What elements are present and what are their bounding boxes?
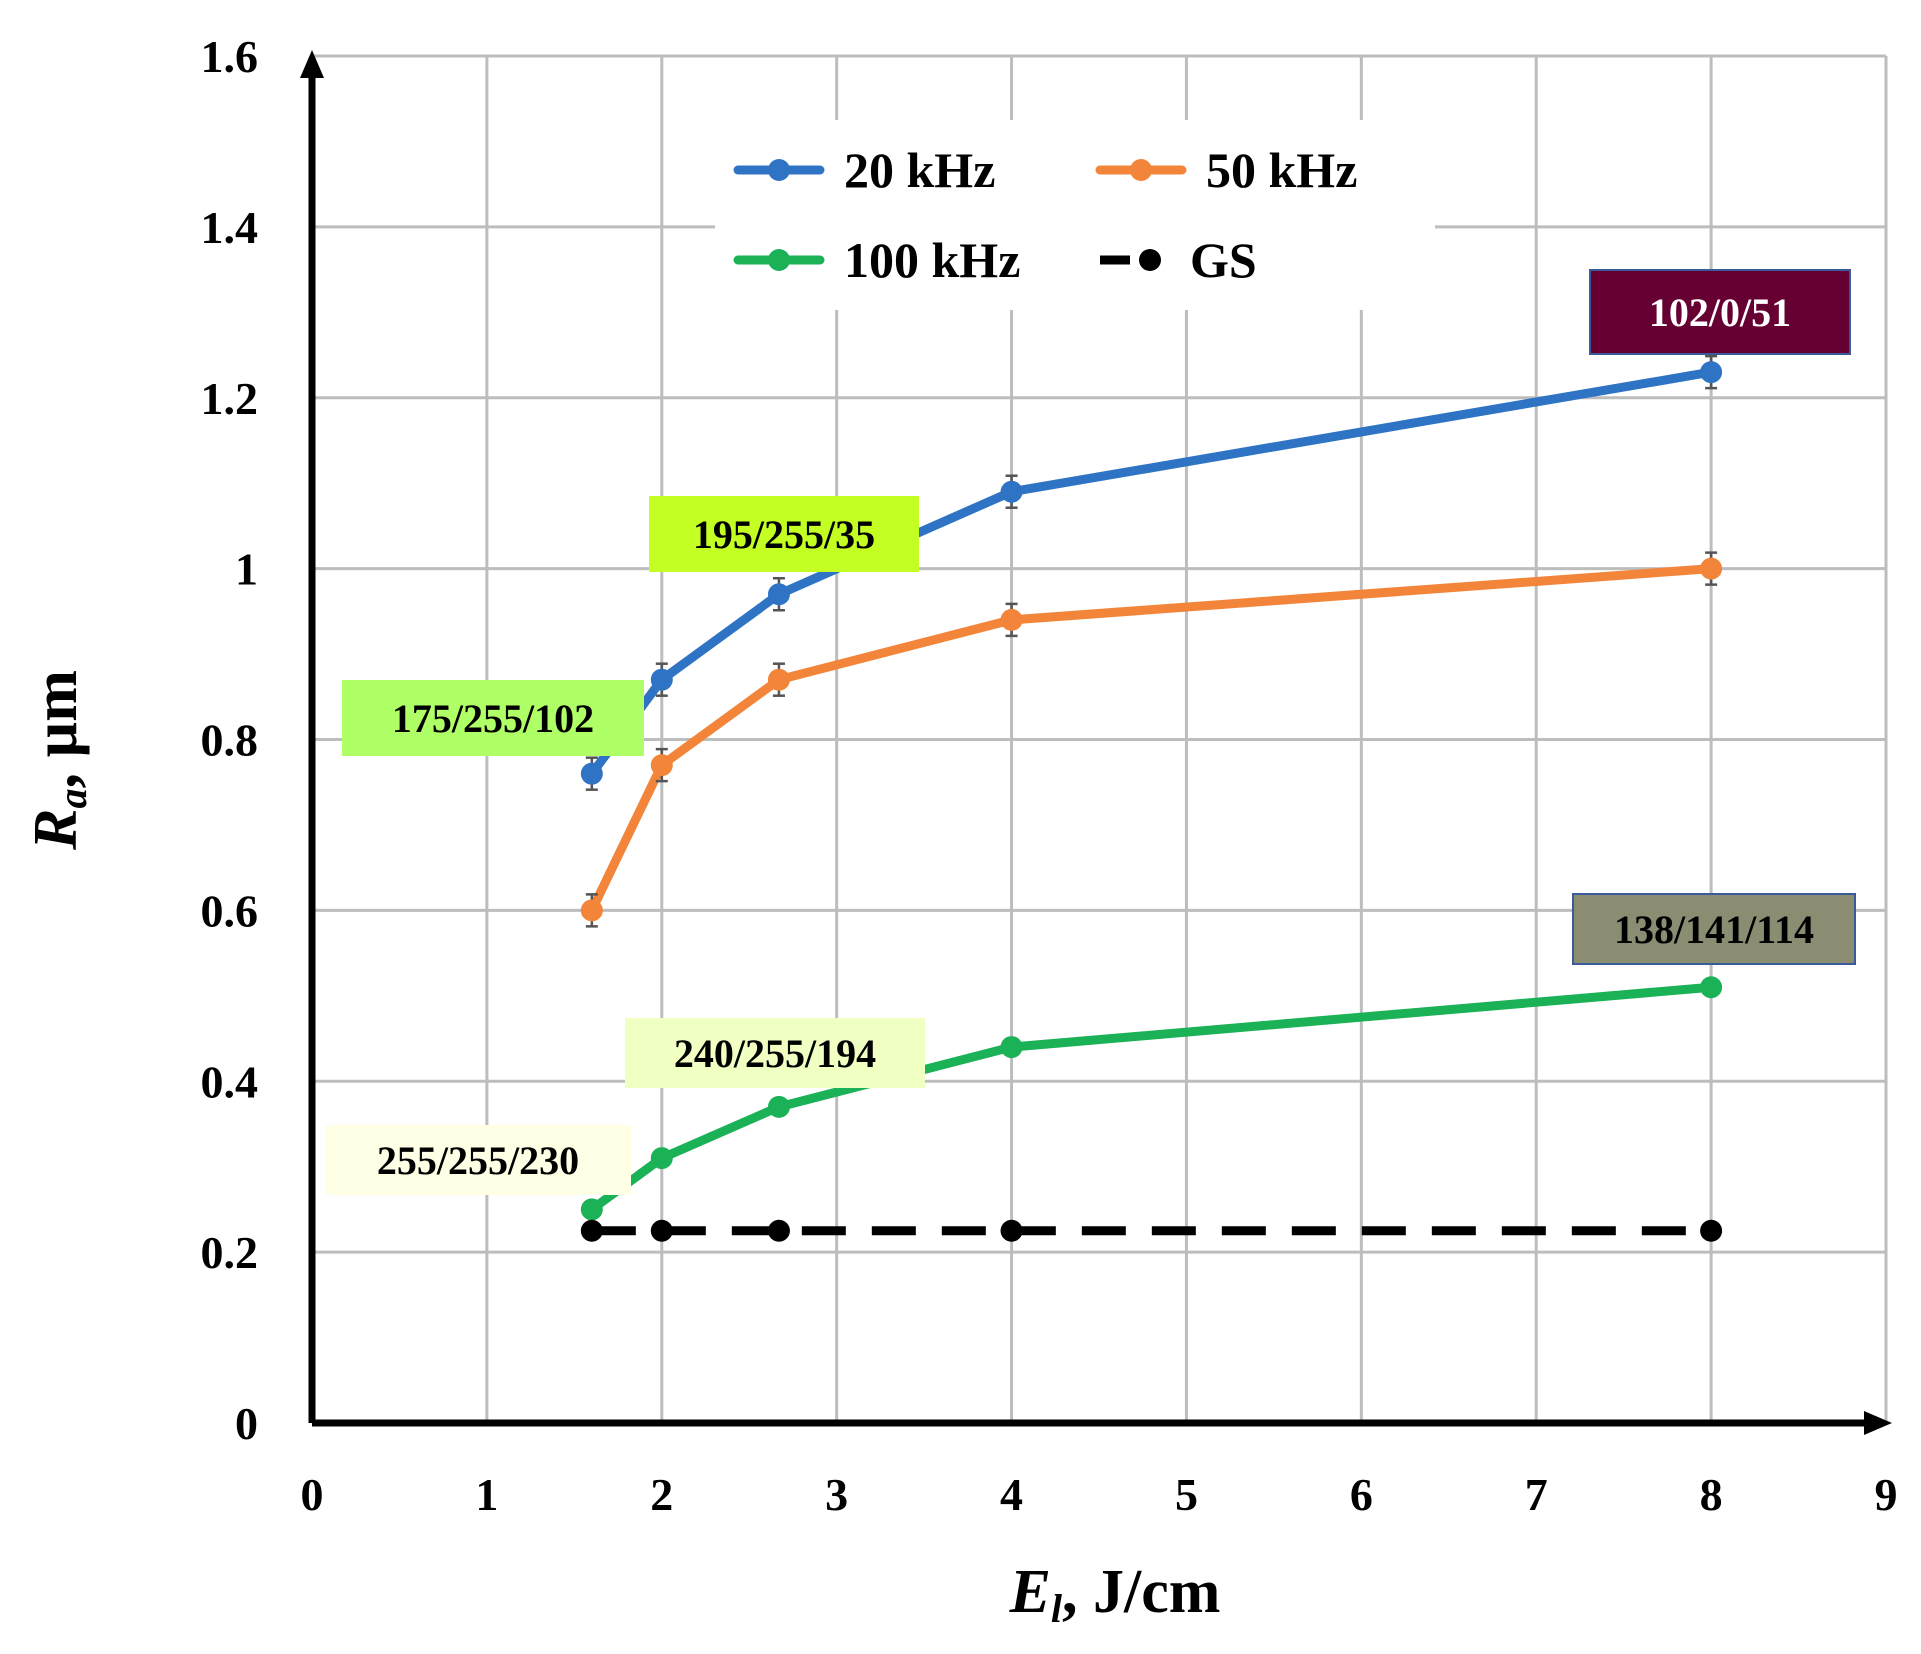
data-point <box>1000 1036 1023 1059</box>
annotation-text: 102/0/51 <box>1649 290 1791 335</box>
data-point <box>1000 480 1023 503</box>
x-tick-label: 2 <box>650 1469 673 1520</box>
data-point <box>650 1147 673 1170</box>
y-tick-label: 0.4 <box>201 1056 259 1107</box>
x-tick-label: 8 <box>1700 1469 1723 1520</box>
x-tick-label: 1 <box>475 1469 498 1520</box>
data-point <box>767 1095 790 1118</box>
data-point <box>1700 361 1723 384</box>
annotation-box <box>1589 269 1851 355</box>
legend-marker <box>768 159 790 181</box>
series-3 <box>580 1219 1723 1242</box>
annotation-box <box>649 496 919 572</box>
y-axis-title: Ra, µm <box>22 670 95 851</box>
data-point <box>580 762 603 785</box>
annotations: 102/0/51 195/255/35 175/255/102 138/141/114… <box>325 269 1856 1195</box>
annotation-box <box>342 680 644 756</box>
x-tick-label: 9 <box>1875 1469 1898 1520</box>
annotation-label: 240/255/194 <box>625 1018 925 1088</box>
x-axis-title: El, J/cm <box>1009 1558 1221 1631</box>
series-1 <box>580 551 1723 928</box>
y-tick-label: 0.2 <box>201 1227 259 1278</box>
x-axis-arrow <box>1864 1411 1892 1435</box>
data-point <box>650 754 673 777</box>
data-point <box>1700 976 1723 999</box>
y-tick-label: 1.6 <box>201 31 259 82</box>
series-2 <box>580 976 1723 1221</box>
annotation-label: 175/255/102 <box>342 680 644 756</box>
x-tick-label: 7 <box>1525 1469 1548 1520</box>
legend-item: 20 kHz <box>733 142 995 198</box>
y-tick-label: 0.8 <box>201 715 259 766</box>
legend-label: GS <box>1190 232 1257 288</box>
annotation-box <box>625 1018 925 1088</box>
series-0 <box>580 354 1723 791</box>
data-point <box>650 1219 673 1242</box>
legend-label: 20 kHz <box>844 142 995 198</box>
data-point <box>580 1198 603 1221</box>
data-point <box>650 668 673 691</box>
legend-item: GS <box>1100 232 1257 288</box>
annotation-text: 195/255/35 <box>693 512 875 557</box>
data-point <box>767 583 790 606</box>
legend-box <box>715 120 1435 310</box>
data-point <box>767 1219 790 1242</box>
data-point <box>1700 1219 1723 1242</box>
annotation-text: 175/255/102 <box>392 696 594 741</box>
annotation-text: 255/255/230 <box>377 1138 579 1183</box>
legend-marker <box>768 249 790 271</box>
data-point <box>767 668 790 691</box>
annotation-label: 255/255/230 <box>325 1125 631 1195</box>
annotation-box <box>325 1125 631 1195</box>
data-point <box>1000 608 1023 631</box>
y-tick-label: 1 <box>235 544 258 595</box>
axes <box>300 50 1892 1435</box>
x-tick-label: 6 <box>1350 1469 1373 1520</box>
series-lines <box>580 354 1723 1242</box>
x-tick-label: 0 <box>301 1469 324 1520</box>
annotation-label: 195/255/35 <box>649 496 919 572</box>
annotation-label: 138/141/114 <box>1572 893 1856 965</box>
tick-labels: 0 1 2 3 4 5 6 7 8 9 0 0.2 0.4 0.6 0.8 1 1.2 1.4 1.6 <box>201 31 1898 1520</box>
annotation-box <box>1572 893 1856 965</box>
x-tick-label: 5 <box>1175 1469 1198 1520</box>
data-point <box>580 1219 603 1242</box>
legend-marker <box>1139 249 1161 271</box>
annotation-label: 102/0/51 <box>1589 269 1851 355</box>
legend-label: 50 kHz <box>1206 142 1357 198</box>
y-tick-label: 1.2 <box>201 373 259 424</box>
x-tick-label: 4 <box>1000 1469 1023 1520</box>
data-point <box>1700 557 1723 580</box>
legend-item: 100 kHz <box>733 232 1020 288</box>
y-axis-arrow <box>300 50 324 78</box>
x-tick-label: 3 <box>825 1469 848 1520</box>
series-line <box>587 367 1716 779</box>
legend-label: 100 kHz <box>844 232 1020 288</box>
y-tick-label: 1.4 <box>201 202 259 253</box>
legend: 20 kHz 50 kHz 100 kHz GS <box>715 120 1435 310</box>
data-point <box>580 899 603 922</box>
y-tick-label: 0.6 <box>201 885 259 936</box>
annotation-text: 240/255/194 <box>674 1031 876 1076</box>
y-tick-label: 0 <box>235 1398 258 1449</box>
data-point <box>1000 1219 1023 1242</box>
annotation-text: 138/141/114 <box>1614 907 1814 952</box>
legend-marker <box>1130 159 1152 181</box>
legend-item: 50 kHz <box>1095 142 1357 198</box>
